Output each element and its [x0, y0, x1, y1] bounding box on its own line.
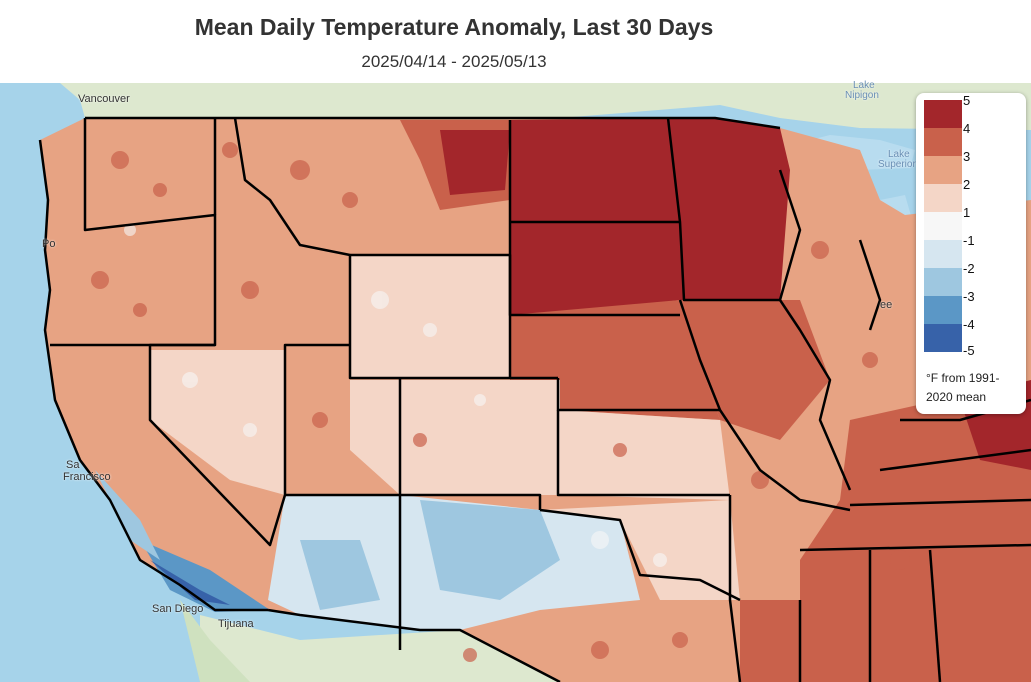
legend-swatch-5: [924, 100, 962, 128]
legend-swatch-1: [924, 212, 962, 240]
legend-swatch-4: [924, 128, 962, 156]
canada-land: [60, 83, 1031, 130]
state-borders: [38, 116, 1031, 682]
legend-swatch-neg4: [924, 324, 962, 352]
label-po: Po: [42, 238, 56, 250]
legend-swatch-neg2: [924, 268, 962, 296]
legend-label-neg3: -3: [963, 289, 975, 304]
legend-label-5: 5: [963, 93, 971, 108]
legend-label-3: 3: [963, 149, 971, 164]
legend-swatch-neg1: [924, 240, 962, 268]
mexico-land: [200, 615, 560, 682]
legend: 5 4 3 2 1 -1 -2 -3 -4 -5 °F from 1991-20…: [916, 93, 1026, 414]
legend-units-note: °F from 1991-2020 mean: [926, 371, 1000, 404]
label-lake-superior-b: Superior: [878, 159, 916, 170]
label-sf-b: Francisco: [63, 471, 111, 483]
legend-label-neg1: -1: [963, 233, 975, 248]
legend-swatch-3: [924, 156, 962, 184]
legend-label-4: 4: [963, 121, 971, 136]
label-tijuana: Tijuana: [218, 618, 254, 630]
map-title: Mean Daily Temperature Anomaly, Last 30 …: [194, 14, 714, 40]
label-lake-nipigon-b: Nipigon: [845, 90, 879, 101]
label-ee: ee: [880, 299, 893, 311]
anomaly-regions: [95, 118, 1031, 682]
baja-coast: [180, 600, 250, 682]
legend-label-1: 1: [963, 205, 971, 220]
label-lake-nipigon-a: Lake: [853, 80, 875, 91]
anomaly-speckles-light: [124, 224, 667, 567]
legend-label-neg5: -5: [963, 343, 975, 358]
label-vancouver: Vancouver: [78, 93, 130, 105]
label-lake-superior-a: Lake: [888, 149, 910, 160]
legend-label-neg4: -4: [963, 317, 975, 332]
label-sf-a: Sa: [66, 459, 80, 471]
legend-label-neg2: -2: [963, 261, 975, 276]
legend-label-2: 2: [963, 177, 971, 192]
anomaly-map[interactable]: [0, 83, 1031, 682]
anomaly-speckles: [91, 142, 910, 662]
legend-swatch-2: [924, 184, 962, 212]
label-san-diego: San Diego: [152, 603, 204, 615]
date-range: 2025/04/14 - 2025/05/13: [361, 52, 547, 71]
legend-swatch-neg3: [924, 296, 962, 324]
